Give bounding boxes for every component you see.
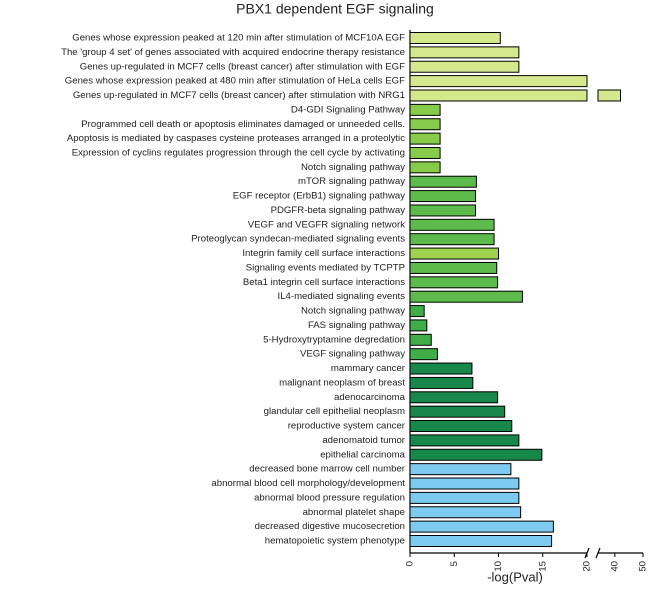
y-tick-label: Genes whose expression peaked at 120 min… bbox=[72, 33, 405, 44]
y-tick-label: adenomatoid tumor bbox=[322, 435, 405, 446]
y-tick-label: Genes up-regulated in MCF7 cells (breast… bbox=[73, 90, 405, 101]
y-tick-label: Beta1 integrin cell surface interactions bbox=[243, 277, 405, 288]
bar bbox=[409, 161, 441, 174]
x-tick-label: 10 bbox=[493, 561, 504, 572]
bar bbox=[409, 75, 588, 88]
bar bbox=[409, 477, 520, 490]
y-tick-label: Integrin family cell surface interaction… bbox=[242, 248, 405, 259]
y-tick-label: Notch signaling pathway bbox=[301, 306, 405, 317]
x-axis-title: -log(Pval) bbox=[487, 569, 543, 584]
y-tick-label: adenocarcinoma bbox=[334, 392, 406, 403]
bar bbox=[409, 463, 512, 476]
y-tick-label: reproductive system cancer bbox=[288, 421, 406, 432]
y-tick-label: D4-GDI Signaling Pathway bbox=[291, 104, 405, 115]
bar bbox=[409, 290, 523, 303]
y-tick-label: abnormal blood pressure regulation bbox=[254, 492, 405, 503]
bar bbox=[409, 146, 441, 159]
x-tick-label: 20 bbox=[582, 561, 593, 572]
bar bbox=[409, 362, 473, 375]
y-tick-label: Programmed cell death or apoptosis elimi… bbox=[81, 119, 405, 130]
axis-break bbox=[595, 547, 601, 559]
bar bbox=[409, 506, 522, 519]
bar bbox=[409, 118, 441, 131]
bar bbox=[409, 103, 441, 116]
bar bbox=[597, 89, 621, 102]
bar bbox=[409, 60, 520, 73]
y-tick-label: Apoptosis is mediated by caspases cystei… bbox=[67, 133, 405, 144]
y-tick-label: IL4-mediated signaling events bbox=[278, 291, 406, 302]
y-tick-label: epithelial carcinoma bbox=[320, 449, 405, 460]
y-tick-label: The 'group 4 set' of genes associated wi… bbox=[61, 47, 405, 58]
bar bbox=[409, 333, 432, 346]
y-tick-label: VEGF signaling pathway bbox=[300, 349, 405, 360]
bar bbox=[409, 391, 499, 404]
y-tick-label: decreased digestive mucosecretion bbox=[255, 521, 405, 532]
bar bbox=[409, 348, 438, 361]
bar bbox=[409, 405, 506, 418]
bar bbox=[409, 376, 474, 389]
y-tick-label: Signaling events mediated by TCPTP bbox=[246, 262, 405, 273]
y-tick-label: mTOR signaling pathway bbox=[298, 176, 405, 187]
x-tick-label: 5 bbox=[449, 561, 460, 566]
x-tick-label: 50 bbox=[638, 561, 649, 572]
bar bbox=[409, 89, 588, 102]
x-tick-label: 0 bbox=[405, 561, 416, 566]
y-tick-label: EGF receptor (ErbB1) signaling pathway bbox=[233, 191, 405, 202]
y-tick-label: Expression of cyclins regulates progress… bbox=[72, 148, 405, 159]
y-tick-label: FAS signaling pathway bbox=[308, 320, 405, 331]
y-tick-label: PDGFR-beta signaling pathway bbox=[271, 205, 406, 216]
y-tick-label: glandular cell epithelial neoplasm bbox=[264, 406, 405, 417]
x-tick-label: 15 bbox=[537, 561, 548, 572]
bar bbox=[409, 233, 495, 246]
bar bbox=[409, 305, 425, 318]
y-tick-label: Proteoglycan syndecan-mediated signaling… bbox=[191, 234, 405, 245]
bar bbox=[409, 535, 553, 547]
bar bbox=[409, 190, 476, 203]
y-tick-label: abnormal platelet shape bbox=[303, 507, 405, 518]
y-tick-label: decreased bone marrow cell number bbox=[249, 464, 406, 475]
bar bbox=[409, 448, 543, 461]
bar bbox=[409, 32, 501, 44]
y-tick-label: VEGF and VEGFR signaling network bbox=[248, 219, 406, 230]
bar bbox=[409, 132, 441, 145]
bar bbox=[409, 218, 495, 231]
bar bbox=[409, 420, 513, 433]
bar bbox=[409, 175, 477, 188]
y-tick-label: Notch signaling pathway bbox=[301, 162, 405, 173]
y-tick-label: abnormal blood cell morphology/developme… bbox=[211, 478, 405, 489]
bar bbox=[409, 520, 554, 533]
y-tick-label: Genes up-regulated in MCF7 cells (breast… bbox=[80, 61, 405, 72]
x-tick-label: 40 bbox=[609, 561, 620, 572]
bar bbox=[409, 276, 499, 289]
bar bbox=[409, 261, 498, 274]
bar bbox=[409, 319, 428, 332]
y-tick-label: malignant neoplasm of breast bbox=[279, 377, 405, 388]
bar bbox=[409, 491, 520, 504]
bar bbox=[409, 247, 499, 260]
y-tick-label: mammary cancer bbox=[331, 363, 406, 374]
y-tick-label: 5-Hydroxytryptamine degredation bbox=[263, 334, 405, 345]
bar bbox=[409, 46, 520, 59]
bar bbox=[409, 204, 476, 217]
y-tick-label: hematopoietic system phenotype bbox=[265, 536, 405, 547]
bar bbox=[409, 434, 520, 447]
y-tick-label: Genes whose expression peaked at 480 min… bbox=[65, 76, 405, 87]
chart-title: PBX1 dependent EGF signaling bbox=[236, 1, 434, 17]
